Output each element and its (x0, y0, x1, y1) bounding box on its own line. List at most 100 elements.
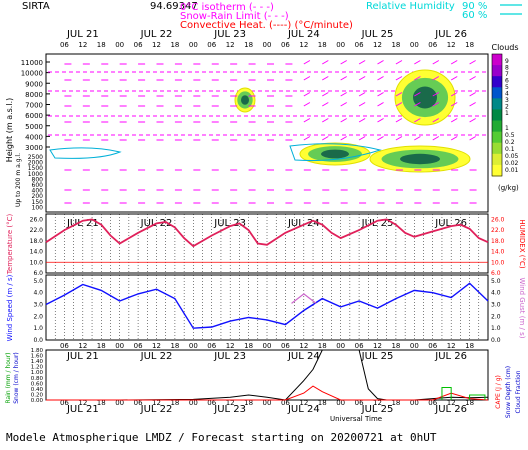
colorbar-tick: 1 (505, 125, 509, 132)
wind-arrow (395, 102, 403, 107)
wind-arrow (340, 102, 347, 107)
wind-arrow (450, 76, 458, 81)
day-label: JUL 24 (287, 218, 320, 229)
wind-arrow (450, 60, 458, 65)
colorbar-tick: 8 (505, 65, 509, 72)
hour-label: 00 (115, 399, 124, 407)
wind-arrow (321, 102, 329, 107)
wind-arrow (395, 136, 403, 141)
colorbar-tick: 5 (505, 84, 509, 91)
hour-label: 18 (465, 342, 474, 350)
colorbar-frame (491, 53, 503, 177)
gust-ytick: 2.0 (491, 313, 501, 320)
hour-label: 12 (299, 342, 308, 350)
gust-ytick: 1.0 (491, 325, 501, 332)
day-label: JUL 24 (287, 404, 320, 415)
cloud-ytick: 2500 (28, 154, 43, 161)
wind-arrow (432, 136, 440, 141)
day-label: JUL 25 (361, 351, 394, 362)
humidex-ytick: 18.0 (491, 238, 505, 245)
cloud-fraction-bars (441, 387, 486, 400)
hour-label: 06 (281, 342, 290, 350)
temp-ytick: 14.0 (30, 249, 44, 256)
site-coords: 94.69347 (150, 1, 198, 12)
wind-arrow (432, 76, 440, 81)
hour-label: 06 (281, 41, 290, 49)
cloud-ytick: 400 (32, 188, 44, 195)
colorbar-swatch (492, 153, 502, 166)
wind-arrow (395, 118, 403, 123)
hour-label: 00 (410, 41, 419, 49)
hour-label: 12 (447, 41, 456, 49)
cloud-frame (45, 53, 489, 213)
hour-label: 06 (428, 342, 437, 350)
legend-left-label: Convective Heat. (----) (°C/minute) (180, 20, 353, 31)
hour-label: 12 (226, 342, 235, 350)
temp-ytick: 22.0 (30, 227, 44, 234)
hour-label: 12 (226, 41, 235, 49)
day-label: JUL 21 (66, 218, 99, 229)
colorbar-tick: 0.1 (505, 146, 515, 153)
hour-label: 18 (465, 41, 474, 49)
wind-arrow (432, 102, 440, 107)
cloud-ytick: 10000 (21, 70, 43, 78)
hour-label: 00 (189, 399, 198, 407)
hour-label: 18 (465, 399, 474, 407)
gust-ylabel: Wind Gust (m / s) (518, 277, 526, 338)
gust-ytick: 3.0 (491, 302, 501, 309)
wind-arrow (303, 76, 311, 81)
wind-ytick: 4.0 (33, 290, 43, 297)
wind-arrow (414, 92, 421, 97)
colorbar-swatch (492, 142, 502, 155)
wind-arrow (358, 102, 366, 107)
wind-arrow (469, 60, 476, 65)
cloud-area-core (241, 95, 249, 105)
wind-arrow (414, 136, 421, 141)
wind-ytick: 0.0 (33, 337, 43, 344)
day-label: JUL 26 (434, 29, 467, 40)
wind-arrow (377, 102, 384, 107)
colorbar-tick: 0.02 (505, 160, 519, 167)
wind-arrow (414, 102, 421, 107)
hour-label: 18 (244, 342, 253, 350)
colorbar-swatch (492, 65, 502, 77)
wind-arrow (321, 76, 329, 81)
legend-left-label: 0°C isotherm (- - -) (180, 2, 274, 13)
wind-arrow (450, 118, 458, 123)
wind-arrow (303, 102, 311, 107)
humidex-ytick: 26.0 (491, 216, 505, 223)
cloud-ytick: 150 (32, 199, 44, 206)
wind-arrow (450, 136, 458, 141)
day-label: JUL 23 (213, 218, 246, 229)
day-label: JUL 26 (434, 218, 467, 229)
temperature-line (45, 218, 489, 248)
wind-speed-line (45, 282, 489, 329)
day-label: JUL 25 (361, 218, 394, 229)
wind-arrow (450, 92, 458, 97)
humidex-ytick: 22.0 (491, 227, 505, 234)
precip-series-line (46, 349, 489, 401)
colorbar-tick: 9 (505, 58, 509, 65)
site-name: SIRTA (22, 1, 50, 12)
precip-ytick: 1.40 (31, 359, 44, 365)
precip-ytick: 0.40 (31, 387, 44, 393)
wind-arrow (321, 60, 329, 65)
day-label: JUL 21 (66, 29, 99, 40)
colorbar-tick: 2 (505, 104, 509, 111)
hour-label: 06 (428, 399, 437, 407)
wind-arrow (469, 136, 476, 141)
colorbar-tick: 1 (505, 110, 509, 117)
hour-label: 12 (447, 342, 456, 350)
hour-label: 12 (373, 342, 382, 350)
cloud-ylabel: Height (m a.s.l.) (5, 98, 14, 163)
humidity-contour (289, 143, 382, 162)
hour-label: 12 (226, 399, 235, 407)
wind-arrow (432, 118, 440, 123)
hour-label: 00 (189, 41, 198, 49)
day-label: JUL 21 (66, 351, 99, 362)
hour-label: 12 (373, 41, 382, 49)
wind-gust-line (291, 293, 317, 304)
hour-label: 12 (78, 342, 87, 350)
cloud-ytick: 5000 (25, 123, 43, 131)
wind-ytick: 2.0 (33, 313, 43, 320)
